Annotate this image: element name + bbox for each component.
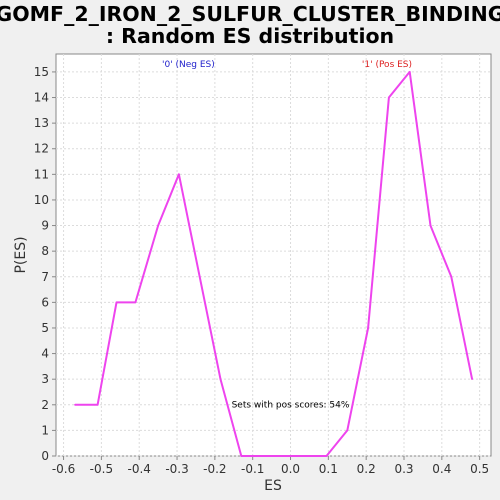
data-point: [388, 96, 390, 99]
data-point: [157, 224, 159, 227]
data-point: [429, 224, 432, 227]
data-point: [471, 378, 473, 380]
data-point: [325, 455, 328, 457]
chart-title-line-1: GOMF_2_IRON_2_SULFUR_CLUSTER_BINDING: [0, 2, 500, 26]
y-tick-label: 11: [34, 167, 49, 181]
chart-title-line-2: : Random ES distribution: [106, 24, 394, 48]
x-tick-label: 0.1: [319, 462, 338, 476]
data-point: [198, 275, 201, 278]
y-tick-label: 7: [41, 270, 49, 284]
y-tick-label: 2: [41, 398, 49, 412]
annotation-layer: '0' (Neg ES) '1' (Pos ES) Sets with pos sc…: [162, 60, 412, 411]
series-line: [74, 70, 474, 457]
x-axis-ticks: -0.6 -0.5 -0.4 -0.3 -0.2 -0.1 0.0 0.1 0.2 0.3 0.4 0…: [52, 456, 489, 476]
data-point: [282, 455, 284, 457]
data-point: [96, 403, 99, 406]
series-layer: [74, 70, 474, 457]
y-axis-label: P(ES): [13, 236, 29, 273]
annotation-label: '0' (Neg ES): [162, 60, 215, 70]
x-tick-label: -0.6: [52, 462, 75, 476]
x-tick-label: 0.3: [394, 462, 413, 476]
x-tick-label: -0.4: [128, 462, 151, 476]
y-tick-label: 15: [34, 65, 49, 79]
x-tick-label: 0.0: [281, 462, 300, 476]
data-point: [304, 455, 307, 457]
y-tick-label: 1: [41, 423, 49, 437]
y-tick-label: 10: [34, 193, 49, 207]
data-point: [134, 301, 137, 304]
data-point: [408, 71, 411, 73]
x-tick-label: 0.4: [432, 462, 451, 476]
x-axis-label: ES: [264, 478, 282, 494]
x-tick-label: -0.2: [203, 462, 226, 476]
annotation-label: '1' (Pos ES): [362, 60, 412, 70]
data-point: [74, 403, 76, 406]
data-point: [259, 455, 262, 457]
y-tick-label: 0: [41, 449, 49, 463]
data-point: [178, 173, 180, 176]
y-tick-label: 4: [41, 347, 49, 361]
plot-area: [55, 53, 492, 457]
x-tick-label: -0.1: [241, 462, 264, 476]
y-tick-label: 8: [41, 244, 49, 258]
annotation-label: Sets with pos scores: 54%: [232, 400, 350, 410]
y-tick-label: 12: [34, 142, 49, 156]
y-tick-label: 13: [34, 116, 49, 130]
x-tick-label: 0.2: [357, 462, 376, 476]
data-point: [115, 301, 118, 304]
x-tick-label: -0.5: [90, 462, 113, 476]
y-tick-label: 9: [41, 219, 49, 233]
x-tick-label: -0.3: [165, 462, 188, 476]
x-tick-label: 0.5: [470, 462, 489, 476]
data-point: [240, 455, 243, 457]
y-tick-label: 14: [34, 91, 49, 105]
data-point: [367, 327, 369, 329]
y-tick-label: 3: [41, 372, 49, 386]
data-point: [346, 429, 349, 432]
y-tick-label: 5: [41, 321, 49, 335]
data-point: [219, 378, 222, 380]
y-tick-label: 6: [41, 295, 49, 309]
data-point: [450, 275, 453, 278]
